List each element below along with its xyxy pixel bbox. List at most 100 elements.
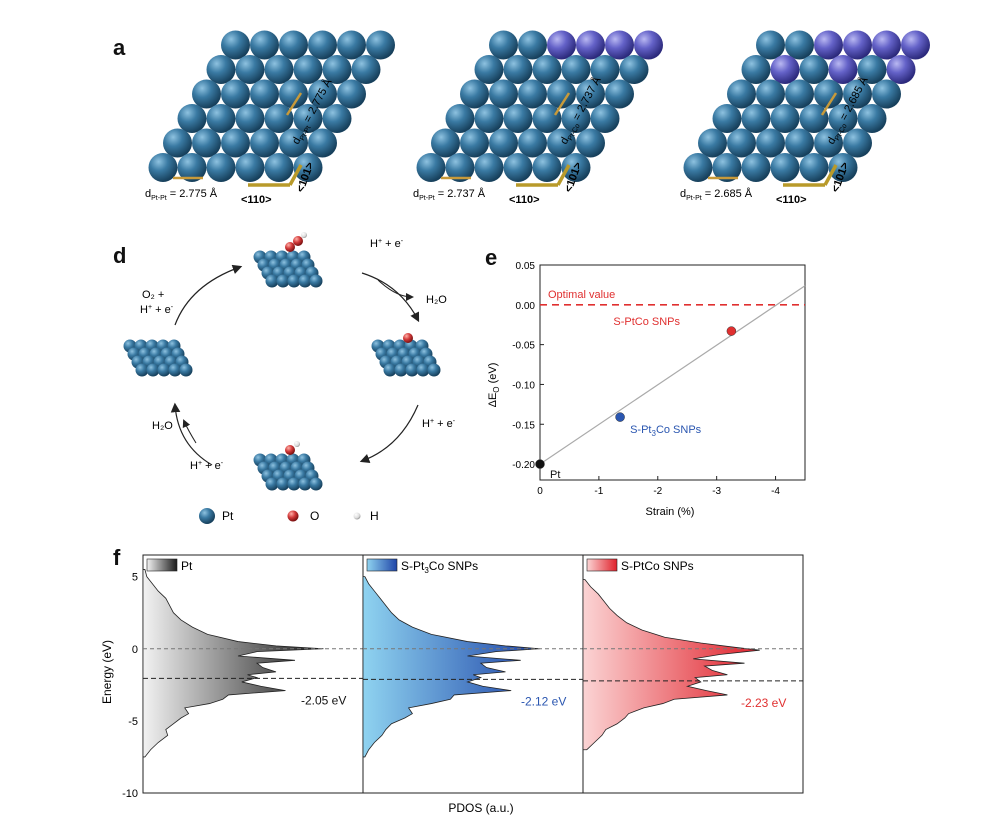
pt-atom: [503, 104, 533, 133]
e-optimal-label: Optimal value: [548, 289, 615, 301]
pt-atom: [727, 128, 756, 158]
slab-with-oh: [253, 441, 323, 491]
pt-atom: [489, 30, 518, 60]
pt-atom: [756, 79, 785, 109]
f-y-tick-label: 5: [132, 572, 138, 584]
pt-atom: [756, 30, 785, 60]
pt-atom: [532, 104, 562, 133]
pt-atom: [503, 55, 533, 84]
pt-atom: [416, 363, 430, 377]
pt-atom: [460, 79, 489, 109]
pt-atom: [619, 55, 649, 84]
legend-h-label: H: [370, 509, 379, 523]
distance-marker-diagonal: [285, 92, 303, 116]
d-label-horizontal: dPt-Pt = 2.737 Å: [413, 187, 486, 202]
pt-atom: [309, 477, 323, 491]
pt-atom: [727, 79, 756, 109]
co-atom: [901, 30, 930, 60]
axis-101-arrow: [823, 164, 838, 186]
pt-atom: [206, 55, 236, 84]
step-label-top-right: H+ + e-: [370, 238, 404, 250]
co-atom: [634, 30, 663, 60]
pt-atom: [576, 128, 605, 158]
arrow-water-out-right: [377, 279, 414, 301]
pt-atom: [235, 104, 265, 133]
slab-with-o: [371, 333, 441, 377]
pt-atom: [322, 55, 352, 84]
f-y-tick-label: 0: [132, 644, 138, 656]
e-x-tick-label: -3: [712, 486, 721, 497]
pt-atom: [741, 153, 771, 182]
co-atom: [828, 55, 858, 84]
arrow-bottom-left: [170, 402, 213, 466]
f-pdos-curve: [582, 579, 760, 751]
pt-atom: [547, 79, 576, 109]
pt-atom: [561, 104, 591, 133]
pt-atom: [265, 477, 279, 491]
f-d-band-center-label: -2.23 eV: [741, 696, 786, 710]
pt-atom: [741, 55, 771, 84]
pt-atom: [843, 79, 872, 109]
pt-atom: [308, 79, 337, 109]
e-x-tick-label: -4: [771, 486, 780, 497]
pt-atom: [264, 55, 294, 84]
f-legend-label: S-Pt3Co SNPs: [401, 559, 478, 575]
pt-atom: [474, 153, 504, 182]
pt-atom: [383, 363, 397, 377]
e-x-tick-label: -1: [594, 486, 603, 497]
pt-atom: [337, 30, 366, 60]
pt-atom: [337, 79, 366, 109]
arrow-bottom-right: [359, 404, 419, 464]
pt-atom: [135, 363, 149, 377]
pt-atom: [293, 104, 323, 133]
pt-atom: [221, 79, 250, 109]
f-legend-swatch: [146, 558, 178, 572]
panel-label-d: d: [113, 243, 127, 268]
pt-atom: [518, 79, 547, 109]
chart-strain-vs-delta-eo: ΔEO (eV) Strain (%) 0.05 0.00 -0.05 -0.10 -0…: [487, 261, 806, 518]
pt-atom: [489, 128, 518, 158]
f-plot-area: 5 0 -5 -10 -2.05 eV Pt -2.12 eV S-Pt3Co SNPs -2.…: [122, 554, 804, 800]
pt-atom: [179, 363, 193, 377]
co-atom: [770, 55, 800, 84]
f-legend-swatch: [366, 558, 398, 572]
o-atom: [285, 242, 295, 252]
h-atom: [301, 232, 307, 238]
pt-atom: [394, 363, 408, 377]
pt-atom: [264, 104, 294, 133]
pt-atom: [427, 363, 441, 377]
pt-atom: [561, 153, 591, 182]
pt-atom: [799, 55, 829, 84]
co-atom: [843, 30, 872, 60]
pt-atom: [872, 79, 901, 109]
pt-atom: [276, 274, 290, 288]
pt-atom: [235, 55, 265, 84]
pt-atom: [351, 55, 381, 84]
axis-101-arrow: [288, 164, 303, 186]
e-y-tick-label: 0.00: [516, 301, 536, 312]
pt-atom: [206, 153, 236, 182]
distance-marker-diagonal: [553, 92, 571, 116]
co-atom: [886, 55, 916, 84]
e-x-axis-label: Strain (%): [646, 506, 695, 518]
step-label-top-left-2: H+ + e-: [140, 304, 174, 316]
pt-atom: [250, 128, 279, 158]
pt-atom: [235, 153, 265, 182]
pt-atom: [445, 104, 475, 133]
pt-atom: [309, 274, 323, 288]
pt-atom: [503, 153, 533, 182]
pt-atom: [828, 104, 858, 133]
panel-label-e: e: [485, 245, 498, 270]
e-plot-area: 0.05 0.00 -0.05 -0.10 -0.15 -0.20 0 -1 -2 -3 -4 Opt…: [512, 261, 806, 497]
pt-atom: [279, 79, 308, 109]
pt-atom: [221, 30, 250, 60]
pt-atom: [265, 274, 279, 288]
step-label-top-left-1: O₂ +: [142, 289, 164, 301]
pt-atom: [799, 153, 829, 182]
e-data-point: [726, 326, 737, 336]
pt-atom: [756, 128, 785, 158]
pt-atom: [366, 30, 395, 60]
legend-pt-atom: [199, 508, 215, 524]
pt-atom: [298, 477, 312, 491]
